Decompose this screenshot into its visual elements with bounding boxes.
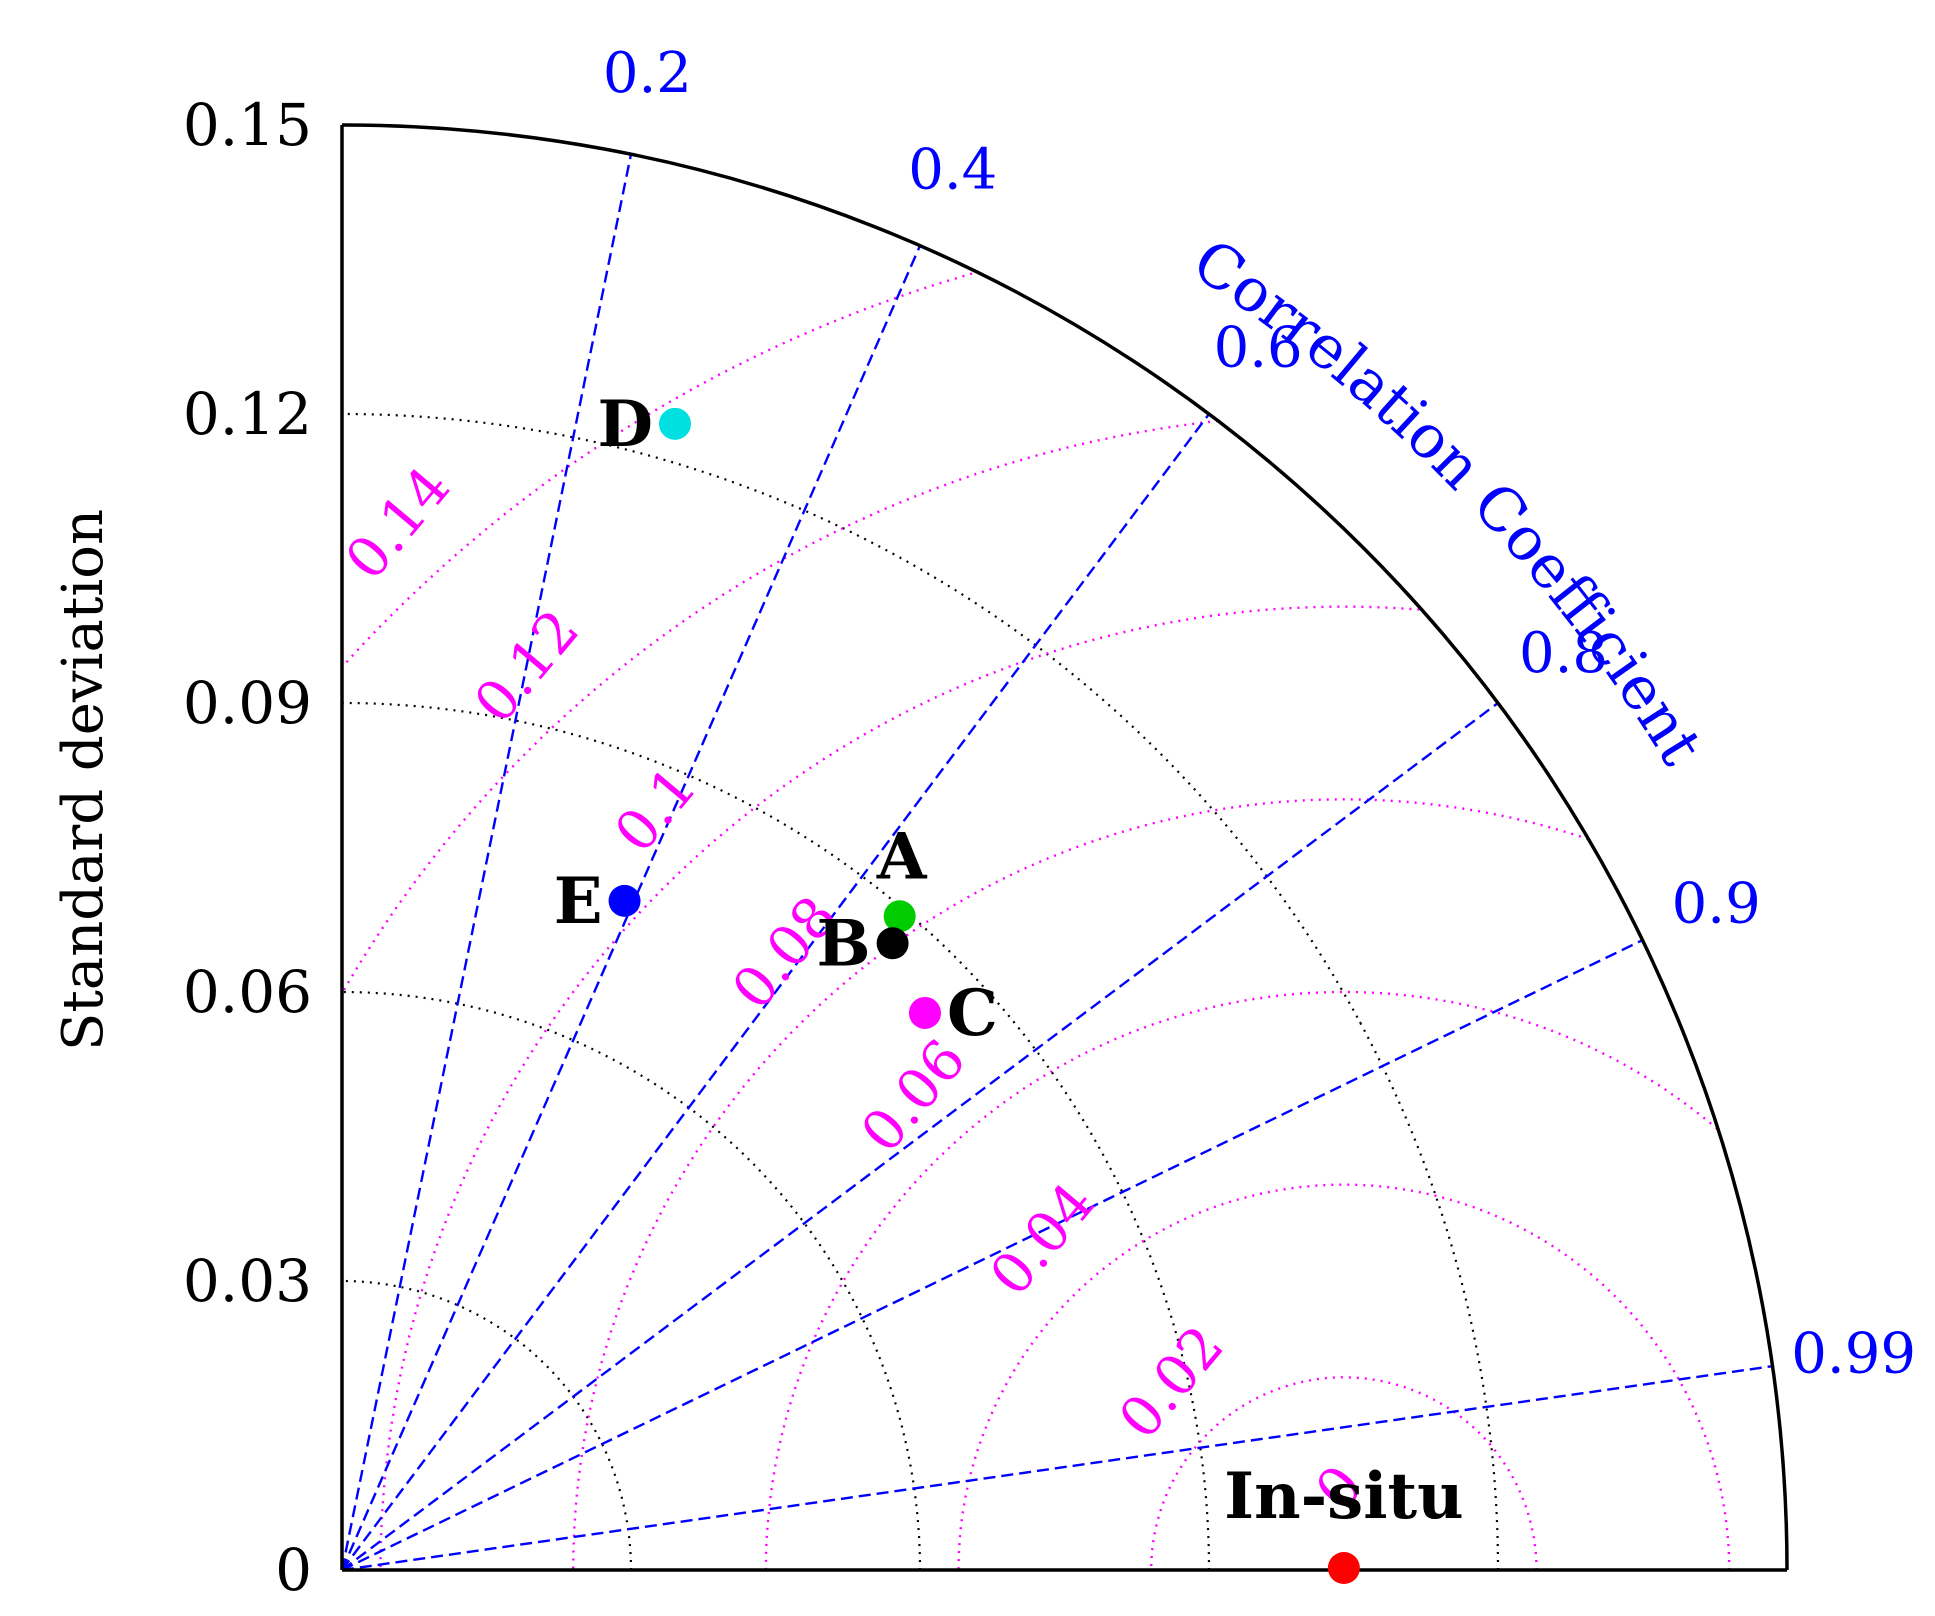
outer-arc <box>341 123 1789 1571</box>
correlation-line-5 <box>341 1364 1773 1572</box>
rms-arc-5 <box>379 605 1420 1570</box>
correlation-axis-title: Correlation Coefficient <box>1180 226 1716 777</box>
point-label: A <box>876 819 928 894</box>
point-label: C <box>947 976 998 1051</box>
rms-arc-4 <box>572 798 1589 1570</box>
data-points: AB C D E In-situ <box>554 387 1464 1584</box>
rms-arc-7 <box>344 272 973 665</box>
diagram-frame <box>340 123 1789 1572</box>
std-tick-label: 0.12 <box>183 380 312 448</box>
correlation-line-0 <box>340 153 633 1571</box>
std-tick-label: 0.03 <box>183 1247 312 1315</box>
std-arc-1 <box>341 990 922 1571</box>
std-axis-title: Standard deviation <box>51 509 116 1051</box>
rms-tick-label: 0.12 <box>462 598 592 735</box>
rms-arc-3 <box>764 990 1719 1570</box>
std-arcs <box>341 412 1500 1571</box>
correlation-lines <box>340 153 1773 1572</box>
correlation-tick-label: 0.8 <box>1519 621 1608 686</box>
reference-label: In-situ <box>1224 1459 1463 1534</box>
rms-tick-label: 0.02 <box>1107 1314 1237 1451</box>
correlation-line-3 <box>341 702 1499 1571</box>
correlation-tick-labels: 0.2 0.4 0.6 0.8 0.9 0.99 <box>603 41 1916 1387</box>
point-label: B <box>817 906 871 981</box>
rms-tick-label: 0.1 <box>603 755 710 865</box>
point-label: D <box>598 387 654 462</box>
reference-point <box>1327 1552 1360 1584</box>
rms-arc-6 <box>341 419 1219 993</box>
rms-arc-2 <box>957 1183 1731 1570</box>
correlation-tick-label: 0.2 <box>603 41 692 106</box>
std-tick-label: 0.09 <box>183 669 312 737</box>
data-point <box>608 884 641 917</box>
std-tick-label: 0.15 <box>183 91 312 159</box>
std-tick-labels: 0 0.03 0.06 0.09 0.12 0.15 <box>183 91 312 1604</box>
correlation-tick-label: 0.99 <box>1791 1322 1916 1387</box>
correlation-tick-label: 0.9 <box>1672 871 1761 936</box>
data-point <box>876 927 909 960</box>
rms-tick-label: 0.14 <box>333 455 463 592</box>
std-arc-2 <box>341 701 1211 1571</box>
correlation-line-2 <box>341 413 1210 1571</box>
std-tick-label: 0 <box>275 1536 312 1604</box>
std-tick-label: 0.06 <box>183 958 312 1026</box>
correlation-tick-label: 0.6 <box>1214 315 1303 380</box>
correlation-tick-label: 0.4 <box>908 138 997 203</box>
rms-arc-1 <box>1150 1376 1538 1570</box>
rms-tick-label: 0.04 <box>978 1171 1108 1308</box>
rms-arcs <box>341 272 1731 1570</box>
correlation-line-4 <box>341 939 1644 1572</box>
point-label: E <box>554 864 603 939</box>
data-point <box>908 996 941 1029</box>
axis-titles: Correlation Coefficient Standard deviatio… <box>51 226 1716 1051</box>
data-point <box>883 900 916 933</box>
data-point <box>659 407 692 440</box>
